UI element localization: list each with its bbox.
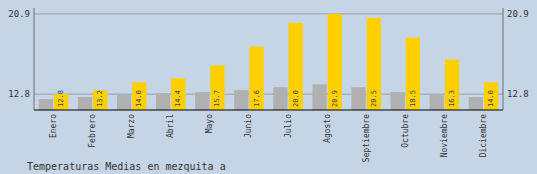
bar: [289, 23, 303, 110]
bar: [39, 99, 53, 110]
x-tick-label: Octubre: [401, 114, 410, 148]
x-tick-label: Junio: [244, 114, 253, 138]
bar: [78, 97, 92, 110]
data-label: 15.7: [213, 90, 221, 107]
bar: [249, 47, 263, 110]
data-label: 14.0: [487, 90, 495, 107]
data-label: 20.9: [331, 90, 339, 107]
bar: [469, 97, 483, 110]
grid-line: [34, 13, 503, 14]
bar: [367, 18, 381, 110]
bar: [391, 92, 405, 110]
y2-tick-label: 20.9: [507, 9, 529, 19]
y2-tick-label: 12.8: [507, 89, 529, 99]
x-tick-label: Abril: [166, 114, 175, 138]
x-tick-label: Febrero: [88, 114, 97, 148]
bar: [273, 87, 287, 110]
bar: [156, 93, 170, 110]
data-label: 12.8: [57, 90, 65, 107]
data-label: 17.6: [253, 90, 261, 107]
bar: [210, 65, 224, 110]
bars: [39, 14, 498, 110]
y-tick-label: 20.9: [8, 9, 30, 19]
data-label: 16.3: [448, 90, 456, 107]
data-label: 20.0: [292, 90, 300, 107]
bar: [93, 90, 107, 110]
y-tick-label: 12.8: [8, 89, 30, 99]
x-tick-label: Diciembre: [479, 114, 488, 158]
bar: [117, 95, 131, 110]
x-axis-line: [34, 109, 503, 110]
data-label: 13.2: [96, 90, 104, 107]
bar: [132, 82, 146, 110]
bar: [195, 92, 209, 110]
data-label: 20.5: [370, 90, 378, 107]
x-tick-label: Enero: [49, 114, 58, 138]
bar: [406, 38, 420, 110]
bar: [351, 87, 365, 110]
x-tick-label: Agosto: [323, 114, 332, 143]
y-axis-line: [34, 8, 35, 110]
y2-axis-line: [503, 8, 504, 110]
x-tick-label: Marzo: [127, 114, 136, 138]
bar: [445, 59, 459, 110]
data-label: 14.4: [174, 90, 182, 107]
bar: [484, 82, 498, 110]
data-label: 14.0: [135, 90, 143, 107]
x-tick-label: Mayo: [205, 114, 214, 133]
x-tick-label: Julio: [284, 114, 293, 138]
bar: [328, 14, 342, 110]
bar: [312, 84, 326, 110]
chart: 12.8 13.2 14.0 14.4 15.7 17.6 20.0 20.9 20.5 18.5…: [0, 0, 537, 174]
title: Temperaturas Medias en mezquita a: [27, 161, 226, 172]
bar: [234, 90, 248, 110]
bar: [171, 78, 185, 110]
bar: [430, 95, 444, 110]
x-tick-label: Septiembre: [362, 114, 371, 162]
x-tick-label: Noviembre: [440, 114, 449, 158]
data-label: 18.5: [409, 90, 417, 107]
